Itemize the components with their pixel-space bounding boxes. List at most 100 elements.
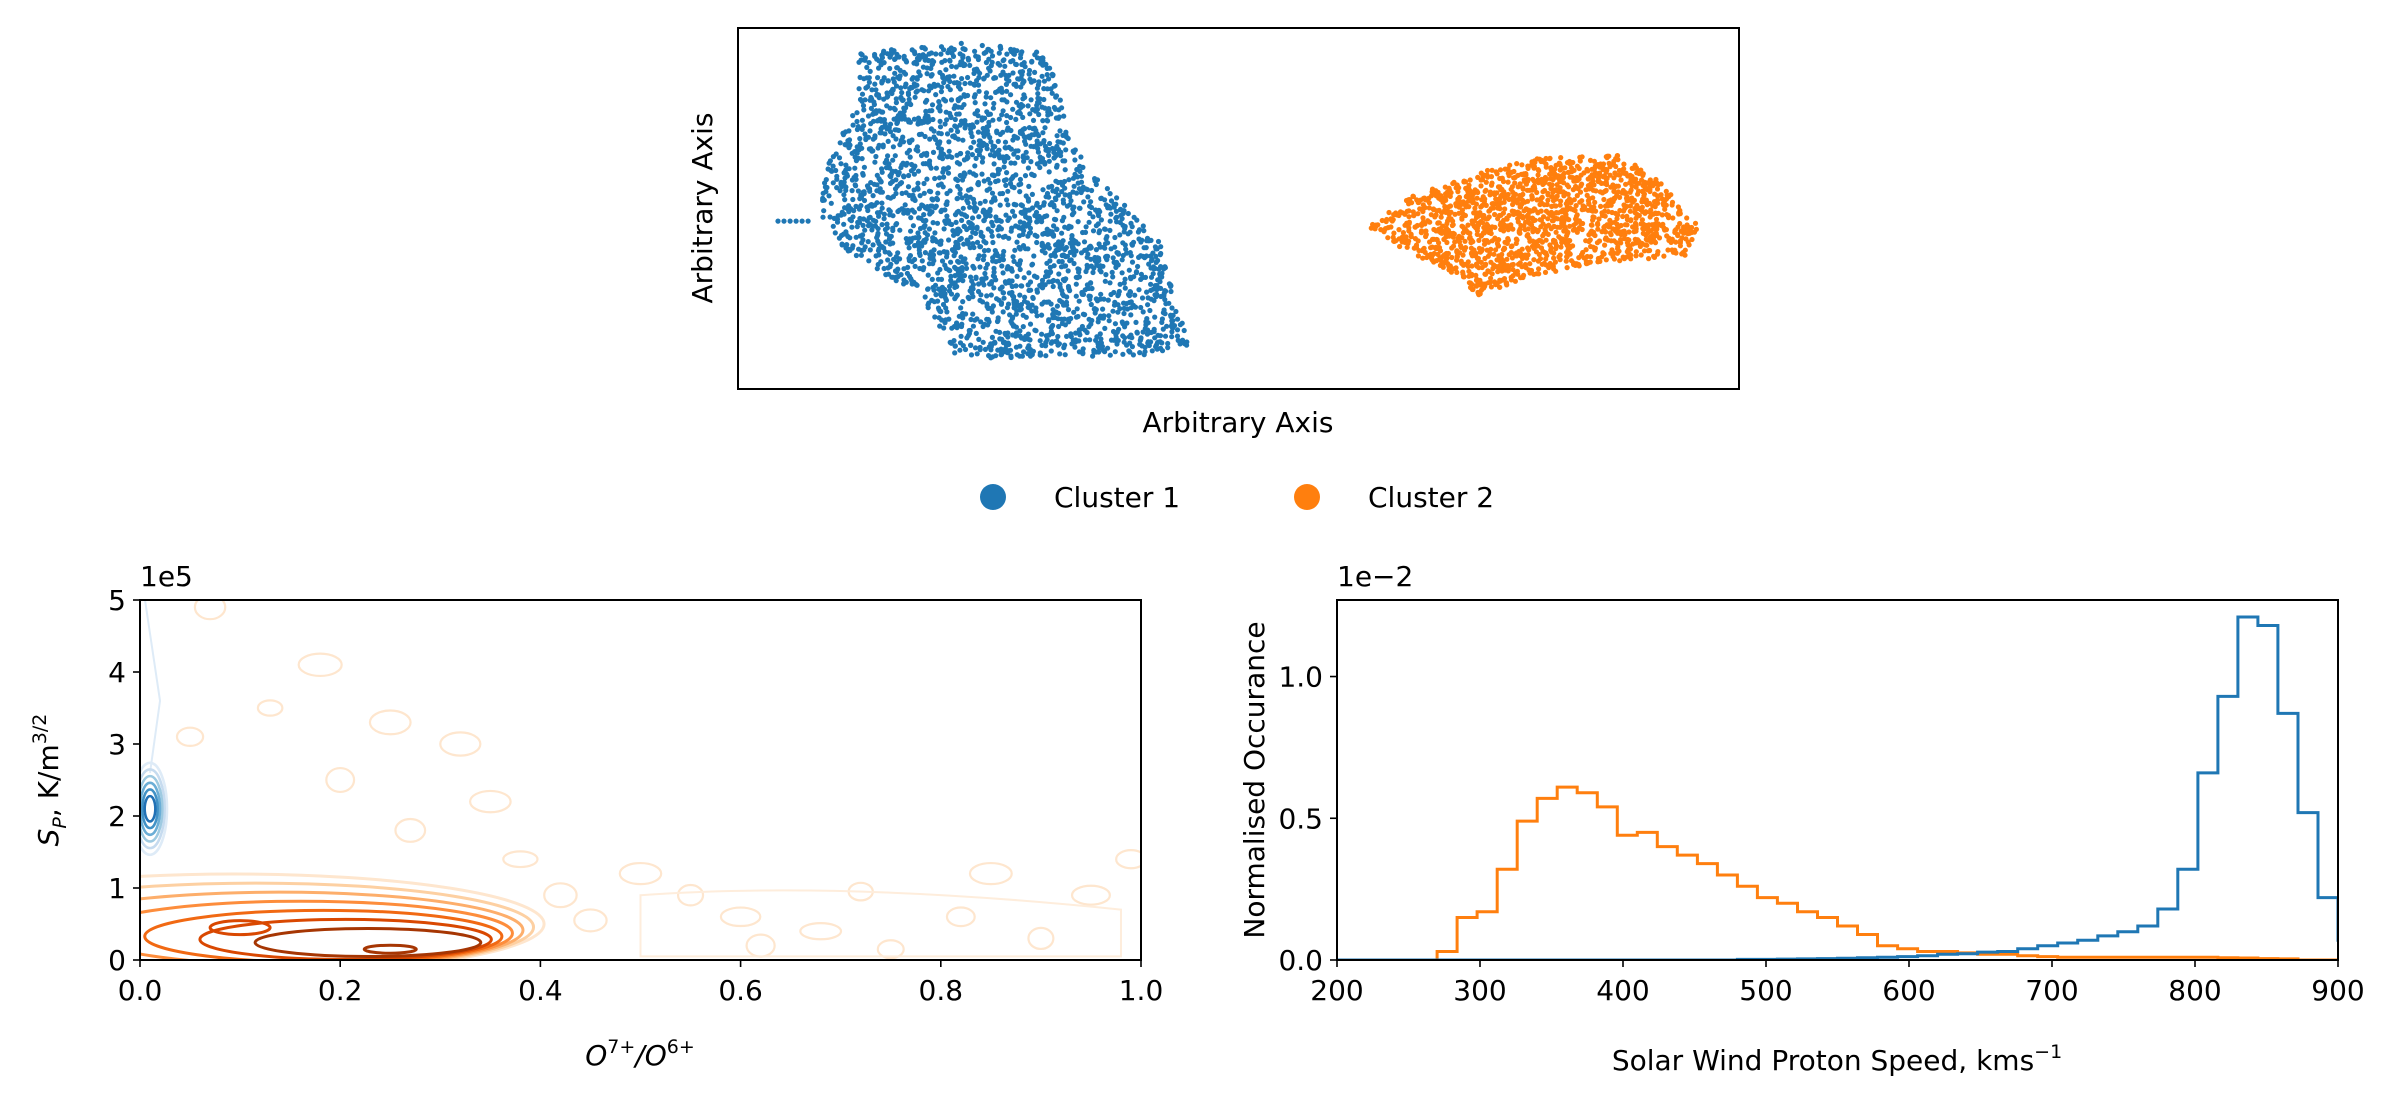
- umap-point-cluster-1: [855, 124, 861, 130]
- umap-point-cluster-1: [934, 239, 940, 245]
- umap-point-cluster-1: [1049, 145, 1055, 152]
- umap-point-cluster-1: [1054, 303, 1060, 309]
- umap-point-cluster-1: [1105, 297, 1111, 303]
- umap-point-cluster-1: [1026, 270, 1032, 276]
- umap-point-cluster-1: [1022, 294, 1028, 300]
- umap-point-cluster-2: [1565, 169, 1571, 175]
- umap-point-cluster-1: [972, 48, 978, 54]
- umap-point-cluster-1: [1162, 297, 1168, 303]
- histogram-yticks: 0.00.51.0: [1278, 661, 1337, 977]
- umap-point-cluster-1: [919, 258, 925, 264]
- umap-point-cluster-2: [1543, 256, 1549, 262]
- umap-point-cluster-1: [1137, 350, 1143, 356]
- umap-point-cluster-1: [989, 233, 995, 239]
- umap-point-cluster-1: [1027, 321, 1034, 327]
- umap-point-cluster-1: [1138, 304, 1144, 311]
- umap-point-cluster-1: [997, 202, 1003, 208]
- umap-point-cluster-1: [974, 147, 980, 154]
- umap-point-cluster-1: [1014, 352, 1020, 358]
- umap-point-cluster-1: [1026, 215, 1032, 221]
- umap-point-cluster-1: [928, 126, 935, 132]
- umap-point-cluster-1: [879, 222, 885, 228]
- umap-point-cluster-1: [1128, 253, 1134, 259]
- umap-point-cluster-1: [1015, 154, 1021, 161]
- umap-point-cluster-1: [953, 239, 959, 245]
- umap-point-cluster-1: [1002, 139, 1009, 145]
- umap-point-cluster-2: [1469, 286, 1475, 292]
- umap-point-cluster-1: [945, 165, 952, 171]
- umap-point-cluster-1: [1128, 312, 1134, 318]
- umap-point-cluster-1: [890, 144, 897, 150]
- umap-point-cluster-1: [979, 42, 985, 49]
- umap-point-cluster-1: [960, 53, 966, 59]
- umap-point-cluster-2: [1650, 203, 1656, 209]
- umap-point-cluster-1: [1058, 264, 1065, 270]
- umap-point-cluster-1: [1138, 335, 1144, 341]
- umap-point-cluster-2: [1459, 207, 1465, 213]
- umap-point-cluster-1: [1003, 81, 1010, 87]
- umap-point-cluster-1: [922, 250, 929, 256]
- umap-point-cluster-2: [1461, 227, 1468, 233]
- umap-point-cluster-2: [1549, 182, 1555, 188]
- umap-point-cluster-2: [1662, 206, 1668, 212]
- umap-point-cluster-1: [1131, 214, 1137, 220]
- umap-point-cluster-1: [1053, 196, 1059, 203]
- umap-point-cluster-1: [973, 53, 979, 59]
- umap-point-cluster-1: [1041, 86, 1047, 92]
- umap-point-cluster-2: [1385, 235, 1391, 241]
- umap-point-cluster-1: [1059, 105, 1065, 111]
- umap-point-cluster-1: [917, 193, 923, 199]
- umap-point-cluster-2: [1535, 227, 1541, 233]
- umap-point-cluster-1: [1034, 219, 1040, 225]
- umap-point-cluster-1: [970, 294, 976, 300]
- umap-point-cluster-2: [1553, 195, 1559, 201]
- umap-point-cluster-1: [1070, 148, 1076, 154]
- umap-point-cluster-1: [999, 88, 1005, 94]
- umap-point-cluster-2: [1636, 205, 1642, 211]
- umap-point-cluster-1: [874, 210, 881, 216]
- umap-point-cluster-1: [1140, 329, 1146, 335]
- umap-point-cluster-1: [936, 103, 943, 109]
- umap-point-cluster-1: [970, 229, 976, 235]
- umap-point-cluster-1: [878, 126, 884, 132]
- umap-point-cluster-1: [927, 108, 933, 114]
- umap-point-cluster-1: [843, 187, 849, 193]
- histogram-ytick-label: 1.0: [1278, 661, 1323, 694]
- umap-point-cluster-1: [848, 218, 855, 224]
- umap-point-cluster-2: [1639, 217, 1645, 223]
- umap-point-cluster-2: [1623, 195, 1630, 201]
- umap-point-cluster-1: [1073, 281, 1079, 287]
- umap-point-cluster-1: [1046, 152, 1052, 158]
- umap-point-cluster-1: [1078, 179, 1085, 185]
- umap-point-cluster-1: [906, 255, 912, 261]
- umap-point-cluster-1: [971, 244, 977, 251]
- umap-point-cluster-1: [921, 190, 927, 196]
- umap-point-cluster-2: [1642, 242, 1648, 248]
- umap-point-cluster-1: [947, 110, 953, 117]
- umap-point-cluster-1: [894, 259, 900, 265]
- contour-line-cluster-2: [1027, 926, 1055, 951]
- contour-line-cluster-2: [394, 817, 427, 843]
- umap-point-cluster-2: [1647, 214, 1653, 220]
- umap-point-cluster-1: [867, 247, 873, 253]
- umap-point-cluster-2: [1406, 225, 1412, 231]
- umap-point-cluster-1: [1012, 160, 1018, 166]
- umap-point-cluster-2: [1537, 201, 1543, 208]
- umap-point-cluster-1: [1065, 307, 1072, 313]
- umap-point-cluster-1: [1102, 325, 1108, 331]
- histogram-ylabel: Normalised Occurance: [1238, 621, 1271, 938]
- umap-point-cluster-2: [1458, 243, 1464, 249]
- umap-point-cluster-1: [963, 193, 969, 199]
- umap-point-cluster-1: [1028, 97, 1034, 103]
- umap-point-cluster-1: [1044, 213, 1050, 219]
- umap-point-cluster-2: [1615, 246, 1621, 252]
- umap-point-cluster-1: [990, 117, 996, 123]
- umap-point-cluster-1: [898, 272, 904, 278]
- umap-point-cluster-2: [1514, 161, 1520, 167]
- umap-point-cluster-1: [948, 97, 955, 103]
- umap-point-cluster-1: [958, 150, 964, 157]
- umap-point-cluster-1: [1078, 173, 1085, 179]
- umap-point-cluster-1: [974, 351, 980, 357]
- umap-point-cluster-2: [1592, 163, 1598, 169]
- umap-point-cluster-2: [1442, 203, 1448, 210]
